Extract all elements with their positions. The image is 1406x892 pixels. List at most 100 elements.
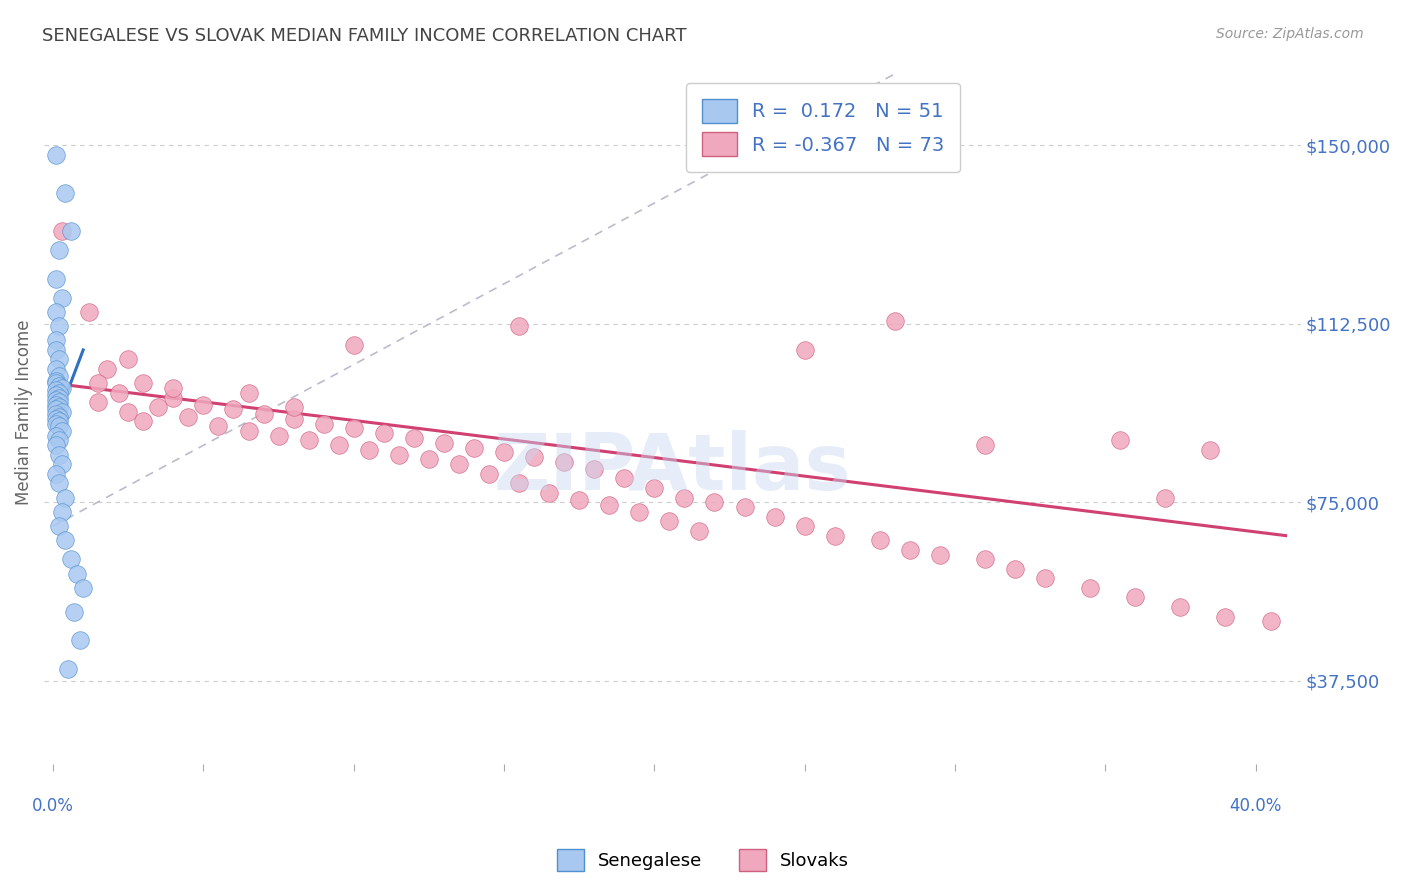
Point <box>48 319 70 334</box>
Point <box>148 400 170 414</box>
Point <box>48 385 70 400</box>
Point <box>60 224 83 238</box>
Point <box>117 352 139 367</box>
Point <box>734 500 756 514</box>
Text: 40.0%: 40.0% <box>1229 797 1282 815</box>
Point <box>48 352 70 367</box>
Point <box>402 431 425 445</box>
Text: Source: ZipAtlas.com: Source: ZipAtlas.com <box>1216 27 1364 41</box>
Point <box>478 467 501 481</box>
Point <box>238 424 260 438</box>
Point <box>869 533 891 548</box>
Point <box>51 224 73 238</box>
Point <box>373 426 395 441</box>
Point <box>523 450 546 464</box>
Point <box>45 362 67 376</box>
Point <box>48 448 70 462</box>
Legend: Senegalese, Slovaks: Senegalese, Slovaks <box>550 842 856 879</box>
Point <box>117 405 139 419</box>
Point <box>60 552 83 566</box>
Point <box>53 186 76 200</box>
Text: 0.0%: 0.0% <box>32 797 75 815</box>
Point <box>45 407 67 421</box>
Point <box>45 148 67 162</box>
Point <box>252 407 274 421</box>
Point <box>45 438 67 452</box>
Point <box>51 405 73 419</box>
Point <box>69 633 91 648</box>
Point <box>87 376 110 391</box>
Text: ZIPAtlas: ZIPAtlas <box>494 430 851 506</box>
Point <box>388 448 411 462</box>
Point <box>48 519 70 533</box>
Point <box>283 412 305 426</box>
Point <box>207 419 229 434</box>
Point <box>673 491 696 505</box>
Point <box>48 409 70 424</box>
Point <box>298 434 321 448</box>
Y-axis label: Median Family Income: Median Family Income <box>15 319 32 505</box>
Point <box>132 414 155 428</box>
Point <box>56 662 79 676</box>
Point <box>45 376 67 391</box>
Point <box>1199 442 1222 457</box>
Point <box>51 457 73 471</box>
Point <box>929 548 952 562</box>
Point <box>553 455 575 469</box>
Point <box>48 395 70 409</box>
Point <box>87 395 110 409</box>
Point <box>96 362 118 376</box>
Point <box>1033 571 1056 585</box>
Point <box>48 419 70 434</box>
Point <box>51 505 73 519</box>
Point <box>45 388 67 402</box>
Point <box>1170 599 1192 614</box>
Point <box>53 491 76 505</box>
Point <box>72 581 94 595</box>
Point <box>108 385 131 400</box>
Point <box>48 391 70 405</box>
Point <box>418 452 440 467</box>
Point <box>1123 591 1146 605</box>
Point <box>492 445 515 459</box>
Point <box>45 374 67 388</box>
Point <box>628 505 651 519</box>
Point <box>824 528 846 542</box>
Point <box>45 412 67 426</box>
Point <box>343 421 366 435</box>
Point <box>598 498 620 512</box>
Point <box>898 542 921 557</box>
Point <box>583 462 606 476</box>
Point <box>45 398 67 412</box>
Point <box>162 391 184 405</box>
Point <box>267 428 290 442</box>
Point <box>508 319 530 334</box>
Text: SENEGALESE VS SLOVAK MEDIAN FAMILY INCOME CORRELATION CHART: SENEGALESE VS SLOVAK MEDIAN FAMILY INCOM… <box>42 27 686 45</box>
Point <box>66 566 89 581</box>
Point <box>433 435 456 450</box>
Point <box>77 305 100 319</box>
Point <box>162 381 184 395</box>
Point <box>48 378 70 392</box>
Point <box>658 514 681 528</box>
Point <box>53 533 76 548</box>
Point <box>688 524 710 538</box>
Point <box>1154 491 1177 505</box>
Point <box>45 428 67 442</box>
Point <box>793 519 815 533</box>
Point <box>45 305 67 319</box>
Point <box>328 438 350 452</box>
Point <box>312 417 335 431</box>
Point <box>447 457 470 471</box>
Point <box>568 492 591 507</box>
Point <box>283 400 305 414</box>
Point <box>45 417 67 431</box>
Point <box>63 605 86 619</box>
Point <box>51 424 73 438</box>
Point <box>48 434 70 448</box>
Point <box>48 414 70 428</box>
Point <box>45 334 67 348</box>
Point <box>1215 609 1237 624</box>
Point <box>177 409 200 424</box>
Point <box>238 385 260 400</box>
